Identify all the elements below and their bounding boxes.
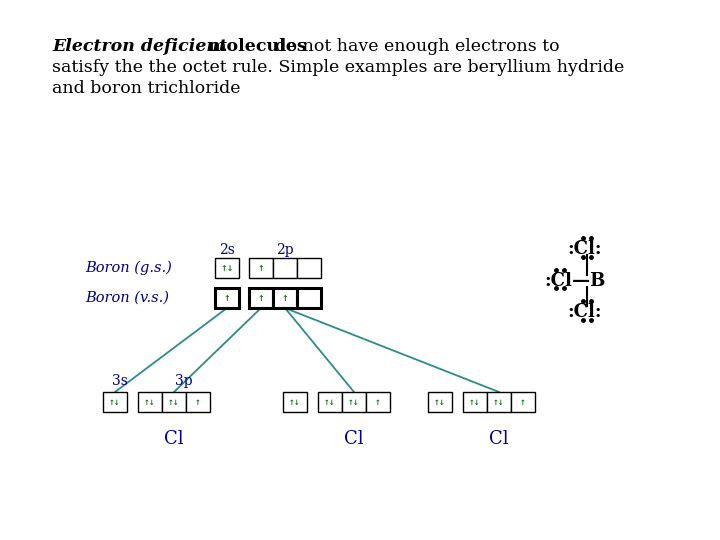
Bar	[511, 392, 535, 412]
Bar	[487, 392, 511, 412]
Bar	[283, 392, 307, 412]
Text: :Cl:: :Cl:	[568, 303, 602, 321]
Text: ↑: ↑	[258, 263, 264, 273]
Bar	[249, 288, 273, 308]
Bar	[297, 258, 321, 278]
Text: ↑: ↑	[224, 293, 230, 303]
Bar	[342, 392, 366, 412]
Text: do not have enough electrons to: do not have enough electrons to	[270, 38, 559, 55]
Bar	[103, 392, 127, 412]
Text: Electron deficient: Electron deficient	[52, 38, 227, 55]
Text: molecules: molecules	[202, 38, 307, 55]
Text: ↑: ↑	[520, 397, 526, 407]
Text: —B: —B	[572, 272, 606, 290]
Bar	[162, 392, 186, 412]
Text: ↑: ↑	[195, 397, 201, 407]
Text: ↑↓: ↑↓	[289, 397, 301, 407]
Text: Cl: Cl	[489, 430, 509, 448]
Bar	[273, 288, 297, 308]
Text: ↑↓: ↑↓	[144, 397, 156, 407]
Text: :Cl: :Cl	[544, 272, 572, 290]
Bar	[297, 288, 321, 308]
Text: :Cl:: :Cl:	[568, 240, 602, 258]
Text: Boron (g.s.): Boron (g.s.)	[85, 261, 172, 275]
Text: ↑↓: ↑↓	[324, 397, 336, 407]
Text: ↑↓: ↑↓	[168, 397, 180, 407]
Text: ↑↓: ↑↓	[348, 397, 360, 407]
Text: ↑: ↑	[282, 293, 289, 303]
Text: ↑↓: ↑↓	[434, 397, 446, 407]
Bar	[463, 392, 487, 412]
Text: 2p: 2p	[276, 243, 294, 257]
Text: ↑↓: ↑↓	[469, 397, 481, 407]
Bar	[428, 392, 452, 412]
Text: ↑↓: ↑↓	[109, 397, 121, 407]
Bar	[138, 392, 162, 412]
Bar	[215, 258, 239, 278]
Text: 3p: 3p	[175, 374, 193, 388]
Text: 3s: 3s	[112, 374, 128, 388]
Text: Cl: Cl	[164, 430, 184, 448]
Bar	[215, 288, 239, 308]
Text: ↑: ↑	[375, 397, 381, 407]
Text: and boron trichloride: and boron trichloride	[52, 80, 240, 97]
Text: 2s: 2s	[219, 243, 235, 257]
Text: ↑: ↑	[258, 293, 264, 303]
Bar	[366, 392, 390, 412]
Text: Cl: Cl	[344, 430, 364, 448]
Bar	[273, 258, 297, 278]
Bar	[186, 392, 210, 412]
Text: satisfy the the octet rule. Simple examples are beryllium hydride: satisfy the the octet rule. Simple examp…	[52, 59, 624, 76]
Text: ↑↓: ↑↓	[493, 397, 505, 407]
Text: ↑↓: ↑↓	[220, 263, 234, 273]
Text: Boron (v.s.): Boron (v.s.)	[85, 291, 169, 305]
Bar	[249, 258, 273, 278]
Bar	[318, 392, 342, 412]
